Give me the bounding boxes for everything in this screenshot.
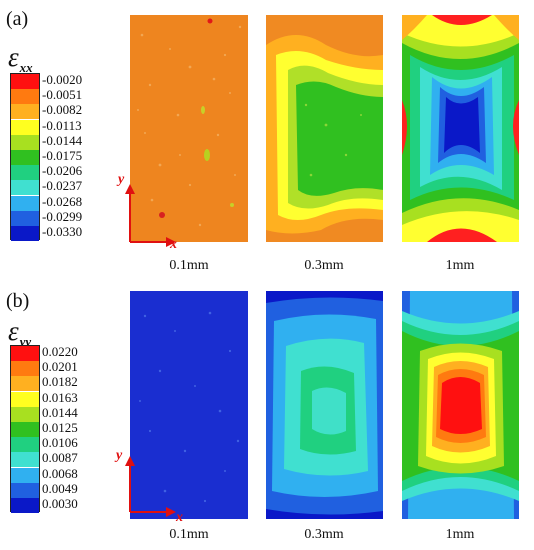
legend-swatch (11, 226, 39, 241)
caption-b-0.3mm: 0.3mm (304, 527, 344, 542)
strain-map-eyy-0.3mm (266, 291, 383, 519)
legend-swatch (11, 134, 39, 150)
legend-tick-label: -0.0144 (42, 132, 83, 148)
legend-tick-label: -0.0206 (42, 163, 83, 179)
legend-tick-label: 0.0182 (42, 374, 78, 390)
legend-swatch (11, 210, 39, 226)
legend-a-symbol: εxx (8, 42, 33, 75)
legend-swatch (11, 89, 39, 105)
legend-swatch (11, 74, 39, 89)
legend-tick-label: 0.0144 (42, 404, 78, 420)
legend-tick-label: 0.0068 (42, 465, 78, 481)
strain-map-eyy-0.1mm (130, 291, 248, 519)
strain-map-exx-0.1mm (130, 15, 248, 242)
axis-a-y-label: y (118, 172, 125, 187)
legend-tick-label: -0.0020 (42, 72, 83, 87)
legend-tick-label: -0.0237 (42, 178, 83, 194)
panel-b-label: (b) (6, 290, 30, 312)
legend-tick-label: 0.0106 (42, 435, 78, 451)
caption-a-0.3mm: 0.3mm (304, 258, 344, 273)
legend-swatch (11, 361, 39, 377)
axis-b-x-label: x (176, 510, 183, 525)
legend-tick-label: -0.0268 (42, 193, 83, 209)
legend-swatch (11, 195, 39, 211)
legend-swatch (11, 406, 39, 422)
legend-a: -0.0020 -0.0051 -0.0082 -0.0113 -0.0144 -0.01… (0, 68, 110, 241)
legend-swatch (11, 150, 39, 165)
legend-swatch (11, 452, 39, 468)
legend-tick-label: -0.0175 (42, 148, 83, 163)
legend-swatch (11, 104, 39, 120)
legend-tick-label: 0.0163 (42, 389, 78, 405)
caption-b-1mm: 1mm (445, 527, 475, 542)
legend-tick-label: -0.0299 (42, 208, 83, 224)
legend-tick-label: 0.0030 (42, 496, 78, 511)
legend-tick-label: 0.0049 (42, 480, 78, 496)
legend-swatch (11, 376, 39, 392)
caption-a-0.1mm: 0.1mm (169, 258, 209, 273)
legend-swatch (11, 437, 39, 453)
legend-swatch (11, 391, 39, 407)
legend-tick-label: 0.0201 (42, 359, 78, 375)
legend-tick-label: -0.0113 (42, 117, 82, 133)
legend-swatch (11, 165, 39, 181)
legend-swatch (11, 498, 39, 513)
legend-swatch (11, 180, 39, 196)
axes-a-arrows (125, 184, 176, 247)
legend-tick-label: -0.0082 (42, 102, 83, 118)
axis-b-y-label: y (116, 448, 123, 463)
legend-swatch (11, 482, 39, 498)
strain-map-exx-1mm (402, 15, 519, 242)
legend-tick-label: 0.0087 (42, 450, 78, 466)
legend-swatch (11, 346, 39, 361)
caption-a-1mm: 1mm (445, 258, 475, 273)
legend-b: 0.0220 0.0201 0.0182 0.0163 0.0144 0.0125 0.01… (0, 340, 110, 515)
legend-tick-label: -0.0330 (42, 224, 83, 239)
legend-swatch (11, 119, 39, 135)
legend-tick-label: 0.0125 (42, 420, 78, 435)
caption-b-0.1mm: 0.1mm (169, 527, 209, 542)
legend-b-symbol: εyy (8, 316, 32, 349)
strain-map-eyy-1mm (402, 291, 519, 519)
axis-a-x-label: x (170, 237, 177, 252)
panel-a-label: (a) (6, 8, 29, 30)
legend-tick-label: -0.0051 (42, 87, 83, 103)
legend-swatch (11, 467, 39, 483)
axes-b-arrows (125, 456, 176, 517)
legend-tick-label: 0.0220 (42, 344, 78, 359)
legend-swatch (11, 422, 39, 437)
strain-map-exx-0.3mm (266, 15, 383, 242)
